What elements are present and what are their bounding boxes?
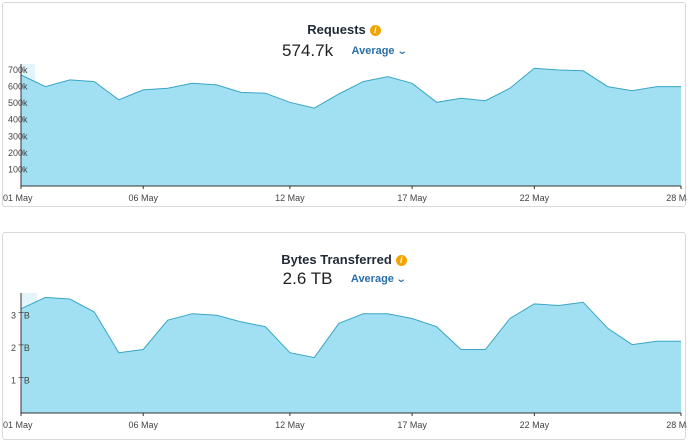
bytes-summary-value: 2.6 TB xyxy=(282,269,333,288)
requests-chart: 100k 200k 300k 400k 500k 600k 700k 01 May 06 May… xyxy=(3,64,687,203)
series-line xyxy=(20,296,681,359)
y-tick-label: 2 TB xyxy=(11,343,30,353)
requests-summary-value: 574.7k xyxy=(282,41,334,60)
x-tick-label: 01 May xyxy=(3,420,33,430)
x-tick-label: 06 May xyxy=(128,420,158,430)
bytes-title: Bytes Transferred i xyxy=(3,252,685,267)
x-tick-label: 06 May xyxy=(128,193,158,203)
bytes-title-text: Bytes Transferred xyxy=(281,252,392,267)
x-tick-label: 12 May xyxy=(275,193,305,203)
x-tick-label: 17 May xyxy=(397,193,427,203)
y-tick-label: 500k xyxy=(8,98,28,108)
x-tick-label: 01 May xyxy=(3,193,33,203)
bytes-chart: 1 TB 2 TB 3 TB 01 May 06 May 12 May 17 May 22 M… xyxy=(3,293,687,430)
requests-panel: Requests i 574.7k Average ⌄ 100k 200k 300k 40… xyxy=(2,2,687,207)
info-icon[interactable]: i xyxy=(395,255,407,266)
chevron-down-icon: ⌄ xyxy=(396,46,408,57)
requests-title: Requests i xyxy=(3,22,685,37)
y-tick-label: 100k xyxy=(8,164,28,174)
chevron-down-icon: ⌄ xyxy=(395,274,407,285)
y-tick-label: 200k xyxy=(8,148,28,158)
x-tick-label: 22 May xyxy=(520,193,550,203)
area-fill xyxy=(21,68,681,186)
y-tick-label: 600k xyxy=(8,82,28,92)
requests-title-text: Requests xyxy=(307,22,366,37)
y-tick-label: 400k xyxy=(8,115,28,125)
area-fill xyxy=(21,297,681,413)
x-tick-label: 17 May xyxy=(397,420,427,430)
requests-summary: 574.7k Average ⌄ xyxy=(3,41,685,61)
requests-aggregation-dropdown[interactable]: Average ⌄ xyxy=(351,45,408,57)
y-tick-label: 300k xyxy=(8,131,28,141)
y-tick-label: 1 TB xyxy=(11,375,30,385)
y-tick-label: 3 TB xyxy=(11,310,30,320)
series-line xyxy=(20,67,681,109)
x-tick-label: 28 May xyxy=(666,193,687,203)
x-tick-label: 22 May xyxy=(520,420,550,430)
info-icon[interactable]: i xyxy=(369,25,381,36)
bytes-panel: Bytes Transferred i 2.6 TB Average ⌄ 1 TB 2… xyxy=(2,232,687,440)
x-tick-label: 12 May xyxy=(275,420,305,430)
x-tick-label: 28 May xyxy=(666,420,687,430)
bytes-aggregation-label: Average xyxy=(350,273,394,285)
requests-aggregation-label: Average xyxy=(351,45,395,57)
bytes-aggregation-dropdown[interactable]: Average ⌄ xyxy=(350,273,407,285)
bytes-summary: 2.6 TB Average ⌄ xyxy=(3,269,685,289)
y-tick-label: 700k xyxy=(8,65,28,75)
